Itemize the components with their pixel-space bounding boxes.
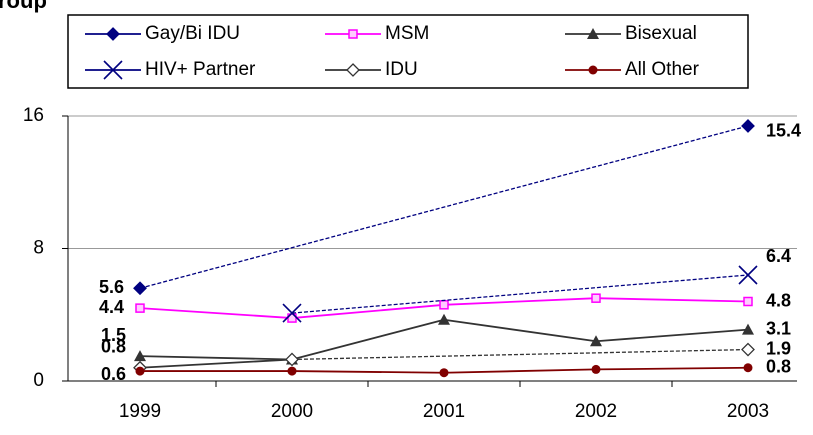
x-tick-label: 2003	[727, 401, 769, 422]
series-line	[595, 297, 749, 303]
series-line	[139, 355, 293, 361]
marker	[287, 366, 297, 376]
marker	[103, 60, 123, 80]
legend-label: IDU	[385, 59, 418, 80]
data-label: 3.1	[766, 318, 791, 338]
legend-label: Gay/Bi IDU	[145, 23, 240, 44]
chart-title: roup	[0, 0, 47, 13]
series-line	[443, 368, 597, 374]
marker	[285, 352, 299, 367]
marker	[346, 63, 360, 77]
marker	[135, 303, 145, 313]
legend-label: Bisexual	[625, 23, 697, 44]
series-line	[139, 307, 293, 319]
marker	[741, 119, 755, 133]
series-line	[443, 318, 597, 343]
data-label: 4.8	[766, 290, 791, 310]
legend-box	[67, 14, 749, 89]
marker	[743, 296, 753, 307]
marker	[591, 364, 601, 374]
marker	[743, 363, 753, 373]
marker	[738, 265, 758, 285]
series-line	[291, 370, 445, 374]
legend-label: All Other	[625, 59, 700, 80]
data-label: 1.5	[101, 325, 126, 345]
legend-label: MSM	[385, 23, 429, 44]
series-line	[291, 348, 749, 361]
marker	[282, 303, 302, 323]
marker	[439, 300, 449, 310]
data-label: 15.4	[766, 121, 801, 141]
marker	[439, 368, 449, 378]
y-tick-label: 16	[23, 105, 44, 126]
marker	[590, 335, 602, 347]
data-label: 4.4	[99, 297, 124, 317]
marker	[588, 65, 598, 75]
x-tick-label: 2002	[575, 401, 617, 422]
marker	[106, 27, 120, 41]
series-line	[291, 318, 445, 361]
series-line	[595, 328, 749, 343]
data-label: 5.6	[99, 277, 124, 297]
marker	[348, 29, 358, 39]
marker	[741, 342, 755, 357]
data-label: 0.6	[101, 364, 126, 384]
y-tick-label: 8	[33, 238, 44, 259]
data-label: 1.9	[766, 338, 791, 358]
series-line	[443, 297, 597, 306]
series-line	[139, 125, 749, 289]
series-line	[139, 358, 293, 369]
data-label: 0.8	[101, 337, 126, 357]
data-label: 6.4	[766, 246, 791, 266]
marker	[587, 28, 599, 39]
marker	[591, 293, 601, 303]
data-label: 0.8	[766, 357, 791, 377]
marker	[742, 323, 754, 335]
marker	[134, 350, 146, 362]
legend-label: HIV+ Partner	[145, 59, 256, 80]
marker	[438, 313, 450, 325]
marker	[133, 281, 147, 296]
x-tick-label: 1999	[119, 401, 161, 422]
series-line	[291, 274, 749, 314]
marker	[135, 366, 145, 376]
y-tick-label: 0	[33, 370, 44, 391]
x-tick-label: 2000	[271, 401, 313, 422]
series-line	[291, 303, 445, 319]
x-tick-label: 2001	[423, 401, 465, 422]
series-line	[595, 366, 749, 371]
